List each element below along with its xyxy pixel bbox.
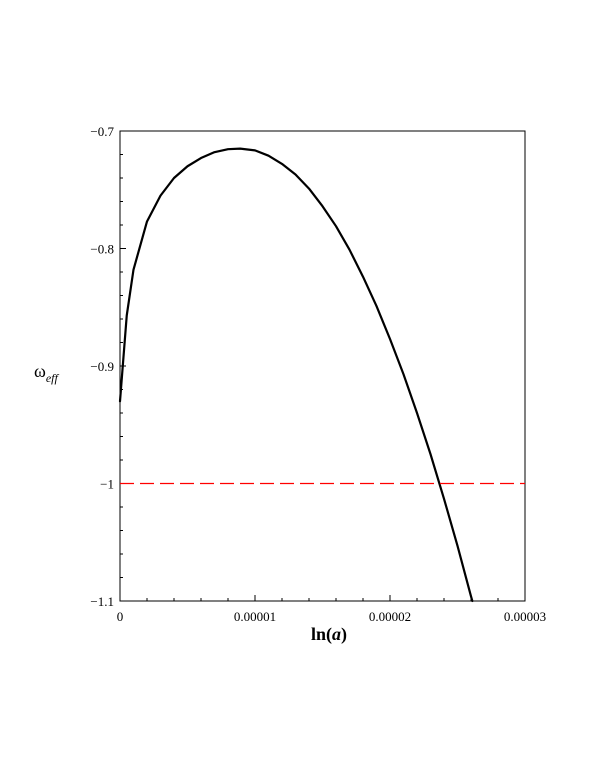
minor-ticks-group [120,154,499,601]
y-tick-label: −1.1 [90,594,114,609]
series-group [118,147,525,603]
x-axis-title-variable: a [332,624,341,644]
x-axis-title-prefix: ln( [311,624,332,645]
x-tick-label: 0.00003 [504,609,546,624]
y-tick-label: −1 [100,477,114,492]
y-axis-title-subscript: eff [46,371,60,385]
curve-series [118,147,474,603]
y-axis-title-symbol: ω [34,361,46,381]
x-tick-label: 0 [117,609,124,624]
y-tick-label: −0.8 [90,242,114,257]
x-axis-title-suffix: ) [341,624,347,645]
x-tick-label: 0.00001 [234,609,276,624]
x-axis-title: ln(a) [311,624,347,645]
x-tick-label: 0.00002 [369,609,411,624]
y-tick-label: −0.7 [90,124,114,139]
y-tick-label: −0.9 [90,359,114,374]
tick-labels-group: 0 0.00001 0.00002 0.00003 −0.7 −0.8 −0.9 −1 −1.1 [90,124,546,624]
y-axis-title: ωeff [34,361,60,385]
